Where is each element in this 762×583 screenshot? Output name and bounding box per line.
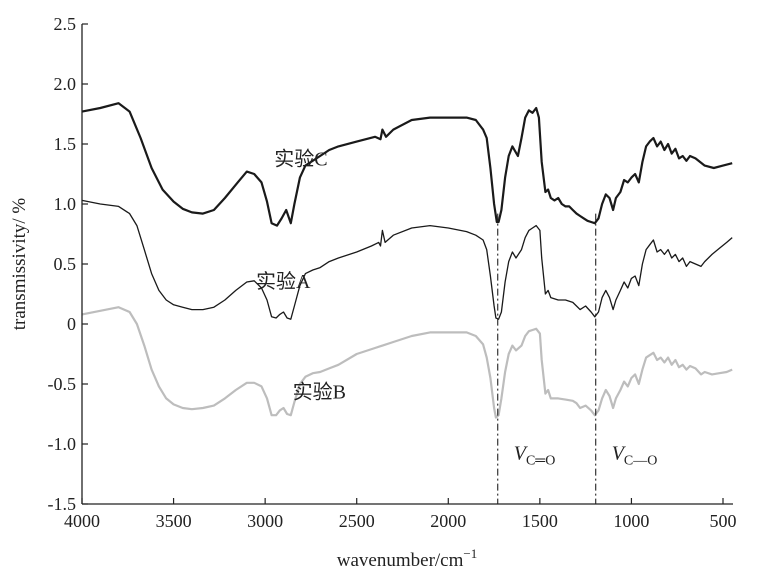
y-tick-label: 2.5 <box>54 14 77 34</box>
x-tick-label: 3000 <box>247 511 283 531</box>
series-line-1 <box>81 102 733 227</box>
annotation-layer: VC═O VC—O <box>497 213 658 504</box>
series-label-1: 实验C <box>274 148 327 171</box>
series-label-layer: 实验C 实验A 实验B <box>256 148 346 404</box>
y-tick-label: -1.5 <box>48 494 77 514</box>
series-line-2 <box>81 199 733 320</box>
y-tick-label: 1.5 <box>54 134 77 154</box>
x-tick-label: 2000 <box>430 511 466 531</box>
x-axis-label: wavenumber/cm−1 <box>337 546 477 571</box>
y-tick-label: 0 <box>67 314 76 334</box>
axis-layer <box>81 24 733 505</box>
vco-single-label: VC—O <box>612 443 658 469</box>
series-label-2: 实验A <box>256 270 311 293</box>
y-axis-label: transmissivity/ % <box>9 198 30 331</box>
x-tick-label: 3500 <box>156 511 192 531</box>
vco-double-label: VC═O <box>514 443 556 469</box>
y-tick-label: -0.5 <box>48 374 77 394</box>
x-tick-label: 1000 <box>613 511 649 531</box>
series-layer <box>81 102 733 419</box>
y-tick-label: 0.5 <box>54 254 77 274</box>
series-label-3: 实验B <box>293 380 346 403</box>
x-tick-label: 1500 <box>522 511 558 531</box>
series-line-3 <box>81 306 733 419</box>
y-tick-label: 1.0 <box>54 194 77 214</box>
x-tick-label: 4000 <box>64 511 100 531</box>
y-tick-label: 2.0 <box>54 74 77 94</box>
y-tick-label: -1.0 <box>48 434 77 454</box>
x-tick-label: 2500 <box>339 511 375 531</box>
x-tick-label: 500 <box>710 511 737 531</box>
